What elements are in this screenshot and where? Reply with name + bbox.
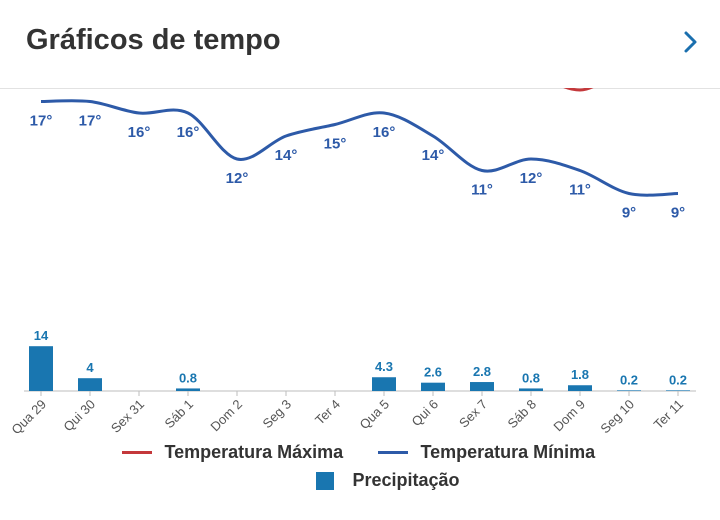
chevron-right-icon[interactable]	[676, 28, 704, 56]
x-tick-label: Ter 11	[651, 397, 686, 432]
precip-label: 14	[34, 328, 49, 343]
legend-precip-swatch	[316, 471, 334, 490]
x-tick-label: Qui 6	[409, 397, 442, 430]
min-temp-label: 16°	[128, 124, 151, 141]
precip-label: 0.2	[669, 372, 687, 387]
precip-label: 4.3	[375, 359, 393, 374]
legend-min: Temperatura Mínima	[378, 442, 595, 468]
precip-label: 4	[86, 360, 94, 375]
min-temp-label: 14°	[422, 147, 445, 164]
x-tick-label: Dom 9	[550, 397, 588, 433]
legend-precip: Precipitação	[316, 470, 460, 496]
x-tick-label: Dom 2	[207, 397, 245, 433]
min-temp-label: 11°	[471, 182, 493, 199]
x-tick-label: Qua 5	[356, 397, 392, 433]
legend-max-label: Temperatura Máxima	[164, 442, 344, 462]
precip-label: 2.8	[473, 364, 491, 379]
min-temp-label: 16°	[177, 124, 200, 141]
x-tick-label: Seg 10	[597, 397, 637, 433]
card-header[interactable]: Gráficos de tempo	[0, 0, 720, 89]
precip-bar	[176, 388, 200, 391]
min-temp-label: 11°	[569, 182, 591, 199]
page-title: Gráficos de tempo	[26, 24, 281, 56]
x-tick-label: Sáb 8	[504, 397, 539, 432]
x-tick-label: Sáb 1	[161, 397, 196, 432]
precip-bar	[470, 382, 494, 391]
precip-bar	[29, 346, 53, 391]
legend-min-label: Temperatura Mínima	[420, 442, 596, 462]
legend-precip-label: Precipitação	[352, 470, 460, 490]
precip-label: 0.8	[179, 370, 197, 385]
precip-label: 0.2	[620, 372, 638, 387]
precip-bar	[421, 382, 445, 391]
min-temp-label: 12°	[520, 170, 543, 187]
min-temp-label: 16°	[373, 124, 396, 141]
precip-label: 2.6	[424, 365, 442, 380]
legend-max-swatch	[122, 451, 152, 454]
min-temp-line	[40, 99, 679, 197]
x-tick-label: Qui 30	[60, 397, 98, 433]
max-temp-line	[563, 88, 594, 92]
min-temp-label: 17°	[79, 113, 102, 130]
min-temp-label: 9°	[622, 205, 636, 222]
x-tick-label: Sex 7	[456, 397, 490, 431]
legend-max: Temperatura Máxima	[122, 442, 343, 468]
min-temp-label: 15°	[324, 136, 347, 153]
x-tick-label: Seg 3	[259, 397, 294, 432]
min-temp-label: 9°	[671, 205, 685, 222]
precip-label: 1.8	[571, 367, 589, 382]
min-temp-label: 17°	[30, 113, 53, 130]
precip-bar	[519, 388, 543, 391]
precip-bar	[78, 378, 102, 391]
x-tick-label: Ter 4	[312, 397, 343, 428]
precip-bar	[666, 390, 690, 391]
precip-bar	[568, 385, 592, 391]
weather-chart: 26°27°28°26°21°23°24°24°23°24°20°18°20°2…	[8, 88, 696, 433]
precip-bar	[372, 377, 396, 391]
precip-bar	[617, 390, 641, 391]
precip-label: 0.8	[522, 370, 540, 385]
min-temp-label: 14°	[275, 147, 298, 164]
x-tick-label: Sex 31	[108, 397, 147, 433]
min-temp-label: 12°	[226, 170, 249, 187]
x-tick-label: Qua 29	[8, 397, 49, 433]
legend-min-swatch	[378, 451, 408, 454]
